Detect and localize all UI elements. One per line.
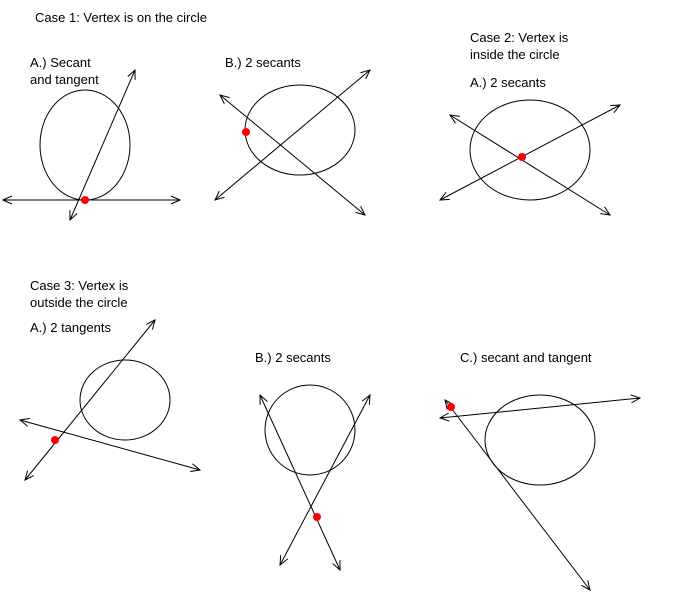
diagram-canvas <box>0 0 690 616</box>
